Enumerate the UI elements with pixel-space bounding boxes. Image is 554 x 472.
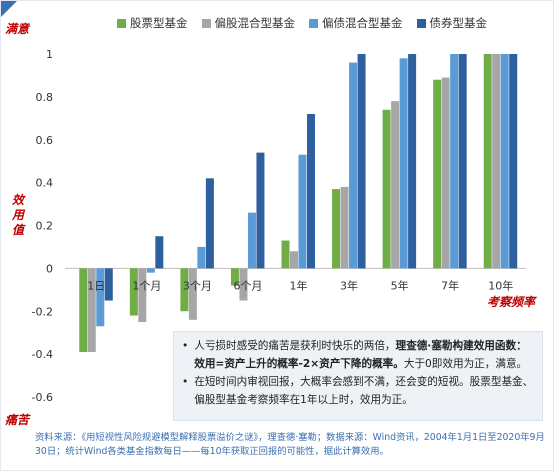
bar [239,268,248,301]
bar [188,268,197,320]
bullet-icon: • [182,376,189,388]
bar [357,54,366,269]
source-note: 资料来源：《用短视性风险规避模型解释股票溢价之谜》，理查德·塞勒；数据来源：Wi… [35,432,545,457]
note-text: 在短时间内审视回报，大概率会感到不满，还会变的短视。股票型基金、偏股型基金考察频… [194,376,534,406]
legend-item: 偏股混合型基金 [201,15,296,31]
bar [146,268,155,273]
annotation-satisfied: 满意 [5,22,30,36]
x-tick-label: 7年 [441,278,459,292]
bar [509,54,518,269]
bar [96,268,105,327]
legend-swatch [117,18,126,28]
bar [399,58,408,269]
bar [349,62,358,269]
note-tail-text: 大于0即效用为正，满意。 [403,357,528,370]
bar [382,109,391,269]
bar [197,246,206,269]
note-normal-text: 人亏损时感受的痛苦是获利时快乐的两倍， [194,340,396,352]
x-tick-label: 10年 [488,278,513,292]
bar [458,54,467,269]
y-tick-label: -0.4 [32,348,53,361]
x-tick-label: 6个月 [233,279,262,292]
bar [281,240,290,269]
y-tick-label: 0.2 [36,220,54,233]
x-tick-label: 1年 [290,278,308,292]
note-box: • 人亏损时感受的痛苦是获利时快乐的两倍，理查德·塞勒构建效用函数：效用=资产上… [173,331,543,421]
note-bold-text: 理查德·塞勒构建效用函数：效用=资产上升的概率-2×资产下降的概率。 [194,340,527,370]
bar [155,236,164,269]
x-tick-label: 1个月 [132,279,161,292]
note-item: • 人亏损时感受的痛苦是获利时快乐的两倍，理查德·塞勒构建效用函数：效用=资产上… [182,338,534,373]
bar [180,268,189,312]
note-item: • 在短时间内审视回报，大概率会感到不满，还会变的短视。股票型基金、偏股型基金考… [182,374,534,409]
bar [441,77,450,269]
bar [433,79,442,269]
corner-decoration [1,1,17,17]
legend-label: 股票型基金 [130,16,188,30]
legend-item: 股票型基金 [117,15,188,31]
y-tick-label: -0.2 [32,305,53,318]
bar [492,54,501,269]
chart-legend: 股票型基金 偏股混合型基金 偏债混合型基金 债券型基金 [117,15,487,31]
annotation-utility-char: 效 [11,193,24,207]
bar [87,268,96,352]
legend-swatch [201,18,211,28]
x-tick-label: 5年 [391,278,409,292]
bar [230,268,239,286]
annotation-pain: 痛苦 [5,413,30,427]
y-tick-label: 0.8 [36,91,54,104]
y-tick-label: 0.6 [36,134,54,147]
bar [332,189,341,269]
legend-label: 债券型基金 [429,16,488,30]
bar [138,268,147,322]
annotation-utility: 效 用 值 [11,193,25,238]
y-tick-label: -0.6 [32,391,53,404]
y-tick-label: 1 [46,48,53,61]
bar [391,101,400,269]
bar [79,268,88,352]
x-tick-label: 3个月 [183,279,212,292]
bar [205,178,214,269]
annotation-frequency: 考察频率 [487,295,536,309]
bar [247,212,256,269]
annotation-utility-char: 值 [11,223,24,237]
bar [500,54,509,269]
legend-swatch [416,18,426,28]
legend-item: 债券型基金 [416,15,488,31]
bar [256,152,265,269]
x-tick-label: 3年 [340,278,358,292]
legend-item: 偏债混合型基金 [309,15,403,31]
bar [408,54,417,269]
y-tick-label: 0 [46,262,53,275]
annotation-utility-char: 用 [11,208,24,222]
bullet-icon: • [182,340,189,352]
bar [450,54,459,269]
bar [340,186,349,269]
bar [298,154,307,269]
bar [129,268,138,316]
legend-label: 偏债混合型基金 [322,16,403,30]
x-tick-label: 1日 [87,279,105,292]
note-text: 人亏损时感受的痛苦是获利时快乐的两倍，理查德·塞勒构建效用函数：效用=资产上升的… [194,338,534,373]
bar [104,268,113,301]
legend-swatch [309,18,318,28]
bar [483,54,492,269]
bar [290,251,298,269]
legend-label: 偏股混合型基金 [214,16,296,30]
bar [307,114,315,269]
y-tick-label: 0.4 [36,177,54,190]
